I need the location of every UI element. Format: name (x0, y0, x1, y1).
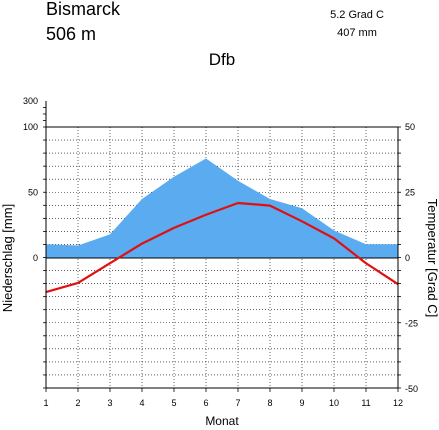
precip-tick-label: 50 (28, 188, 38, 198)
month-tick-label: 8 (267, 398, 272, 408)
climate-classification: Dfb (209, 50, 235, 69)
station-name: Bismarck (46, 0, 121, 19)
month-tick-label: 5 (171, 398, 176, 408)
month-tick-label: 9 (299, 398, 304, 408)
month-tick-label: 2 (75, 398, 80, 408)
precip-tick-label: 300 (23, 96, 38, 106)
month-tick-label: 12 (393, 398, 403, 408)
temp-tick-label: -25 (405, 319, 418, 329)
month-tick-label: 10 (329, 398, 339, 408)
annual-precipitation: 407 mm (337, 27, 377, 39)
precip-tick-label: 0 (33, 253, 38, 263)
month-tick-label: 11 (361, 398, 370, 408)
x-axis-label: Monat (205, 414, 239, 428)
axis-ticks (43, 101, 401, 392)
mean-temperature: 5.2 Grad C (330, 9, 384, 21)
station-elevation: 506 m (46, 24, 96, 44)
month-tick-label: 1 (43, 398, 48, 408)
right-axis-label: Temperatur [Grad C] (425, 199, 439, 318)
temperature-line (45, 201, 399, 294)
left-axis-label: Niederschlag [mm] (0, 204, 15, 312)
temp-tick-label: -50 (405, 384, 418, 394)
temp-tick-label: 0 (405, 253, 410, 263)
month-tick-label: 6 (203, 398, 208, 408)
temp-tick-label: 50 (405, 122, 415, 132)
month-tick-label: 3 (107, 398, 112, 408)
temp-tick-label: 25 (405, 188, 415, 198)
month-tick-label: 4 (139, 398, 144, 408)
month-tick-label: 7 (235, 398, 240, 408)
precip-tick-label: 100 (23, 122, 38, 132)
